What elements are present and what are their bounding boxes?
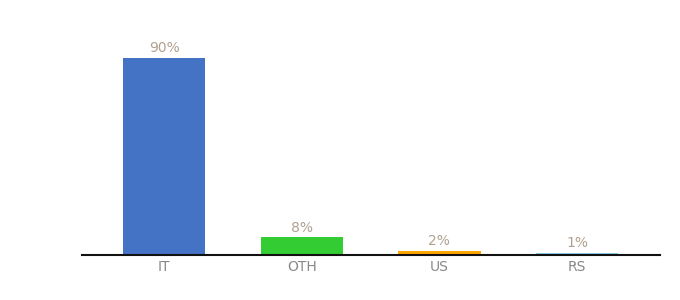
Text: 8%: 8% <box>291 221 313 235</box>
Text: 90%: 90% <box>149 41 180 55</box>
Bar <box>123 58 205 255</box>
Bar <box>398 250 481 255</box>
Bar <box>260 238 343 255</box>
Bar <box>536 253 618 255</box>
Text: 1%: 1% <box>566 236 588 250</box>
Text: 2%: 2% <box>428 234 450 248</box>
